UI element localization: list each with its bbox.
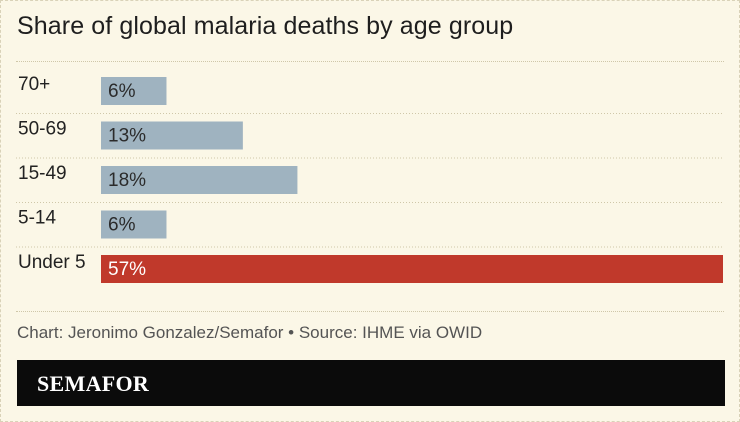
value-label: 18% — [108, 170, 146, 191]
value-label: 6% — [108, 215, 136, 236]
value-label: 57% — [108, 259, 146, 280]
bar — [101, 77, 167, 105]
bar — [101, 210, 167, 239]
footer-divider — [16, 311, 724, 312]
category-label: 15-49 — [18, 163, 67, 184]
semafor-logo: SEMAFOR — [37, 371, 150, 396]
bar — [101, 121, 243, 150]
bar — [101, 255, 723, 283]
bar — [101, 166, 298, 194]
brand-bar: SEMAFOR — [17, 360, 725, 406]
chart-title: Share of global malaria deaths by age gr… — [17, 12, 514, 40]
title-divider — [16, 61, 724, 62]
bar-chart: 70+ 6% 50-69 13% 15-49 18% 5-14 6% Under 5 57% — [16, 74, 724, 283]
source-credit: Chart: Jeronimo Gonzalez/Semafor • Sourc… — [17, 323, 483, 342]
value-label: 6% — [108, 81, 136, 102]
value-label: 13% — [108, 126, 146, 147]
category-label: 50-69 — [18, 119, 67, 140]
category-label: 5-14 — [18, 208, 56, 229]
category-label: Under 5 — [18, 252, 86, 273]
category-label: 70+ — [18, 74, 50, 95]
